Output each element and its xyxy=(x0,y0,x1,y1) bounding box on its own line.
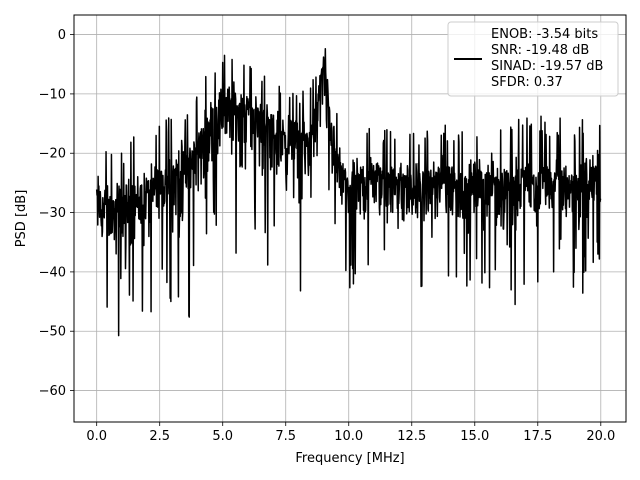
x-axis-label: Frequency [MHz] xyxy=(295,451,404,466)
y-tick-label: −10 xyxy=(39,87,66,102)
series-layer xyxy=(95,48,602,337)
psd-series-line xyxy=(95,48,602,337)
y-tick-label: 0 xyxy=(58,28,66,43)
legend-box xyxy=(447,21,619,97)
y-tick-label: −40 xyxy=(39,265,66,280)
y-tick-label: −50 xyxy=(39,325,66,340)
y-tick-label: −60 xyxy=(39,384,66,399)
x-tick-label: 20.0 xyxy=(586,429,615,444)
legend-sfdr: SFDR: 0.37 xyxy=(491,75,563,90)
x-tick-label: 5.0 xyxy=(212,429,233,444)
x-tick-label: 0.0 xyxy=(86,429,107,444)
x-tick-label: 15.0 xyxy=(460,429,489,444)
x-tick-label: 2.5 xyxy=(149,429,170,444)
legend-sinad: SINAD: -19.57 dB xyxy=(491,59,603,74)
x-tick-label: 7.5 xyxy=(275,429,296,444)
legend-enob: ENOB: -3.54 bits xyxy=(491,27,598,42)
x-tick-label: 17.5 xyxy=(523,429,552,444)
plot-frame xyxy=(73,14,627,423)
y-tick-label: −30 xyxy=(39,206,66,221)
axis-ticks: 0.0 2.5 5.0 7.5 10.0 12.5 15.0 17.5 20.0 0 −10 −20 −… xyxy=(39,28,616,444)
legend: ENOB: -3.54 bits SNR: -19.48 dB SINAD: -… xyxy=(447,21,619,97)
x-tick-label: 12.5 xyxy=(397,429,426,444)
x-tick-label: 10.0 xyxy=(334,429,363,444)
legend-snr: SNR: -19.48 dB xyxy=(491,43,589,58)
y-tick-label: −20 xyxy=(39,147,66,162)
y-axis-label: PSD [dB] xyxy=(14,190,29,248)
